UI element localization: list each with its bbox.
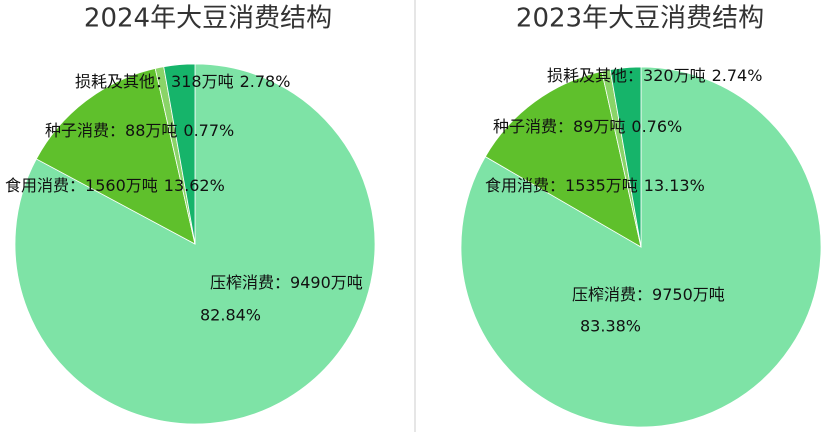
- amount-label: 88万吨: [125, 121, 177, 140]
- pie-slice: [609, 66, 642, 248]
- amount-label: 1535万吨: [565, 176, 638, 195]
- chart-title: 2024年大豆消费结构: [84, 4, 332, 34]
- label-separator: ：: [636, 285, 652, 304]
- slice-label: 种子消费：89万吨 0.76%: [493, 117, 682, 136]
- slice-label: 压榨消费：9750万吨: [572, 285, 725, 304]
- value-label: 0.76%: [631, 117, 682, 136]
- value-label: 2.78%: [240, 72, 291, 91]
- category-label: 压榨消费: [572, 285, 636, 304]
- pie-slice: [484, 70, 642, 248]
- label-separator: ：: [557, 117, 573, 136]
- label-separator: ：: [627, 66, 643, 85]
- pie-slice: [163, 63, 196, 245]
- slice-label: 食用消费：1535万吨 13.13%: [485, 176, 705, 195]
- slice-label: 压榨消费：9490万吨: [210, 273, 363, 292]
- category-label: 食用消费: [485, 176, 549, 195]
- label-separator: ：: [109, 121, 125, 140]
- pie-slice: [35, 67, 196, 245]
- amount-label: 320万吨: [643, 66, 706, 85]
- chart-title: 2023年大豆消费结构: [516, 4, 764, 34]
- label-separator: ：: [69, 176, 85, 195]
- slice-label: 食用消费：1560万吨 13.62%: [5, 176, 225, 195]
- category-label: 损耗及其他: [547, 66, 627, 85]
- label-separator: ：: [274, 273, 290, 292]
- label-separator: ：: [549, 176, 565, 195]
- category-label: 种子消费: [493, 117, 557, 136]
- value-label: 82.84%: [200, 306, 261, 325]
- value-label: 13.62%: [164, 176, 225, 195]
- value-label: 13.13%: [644, 176, 705, 195]
- amount-label: 1560万吨: [85, 176, 158, 195]
- category-label: 食用消费: [5, 176, 69, 195]
- amount-label: 318万吨: [171, 72, 234, 91]
- slice-label: 损耗及其他：318万吨 2.78%: [75, 72, 290, 91]
- slice-label: 种子消费：88万吨 0.77%: [45, 121, 234, 140]
- pie-slice: [14, 63, 376, 425]
- value-label: 2.74%: [712, 66, 763, 85]
- label-separator: ：: [155, 72, 171, 91]
- value-label: 0.77%: [183, 121, 234, 140]
- amount-label: 9490万吨: [290, 273, 363, 292]
- category-label: 压榨消费: [210, 273, 274, 292]
- value-label: 83.38%: [580, 317, 641, 336]
- slice-label: 损耗及其他：320万吨 2.74%: [547, 66, 762, 85]
- category-label: 损耗及其他: [75, 72, 155, 91]
- amount-label: 9750万吨: [652, 285, 725, 304]
- amount-label: 89万吨: [573, 117, 625, 136]
- category-label: 种子消费: [45, 121, 109, 140]
